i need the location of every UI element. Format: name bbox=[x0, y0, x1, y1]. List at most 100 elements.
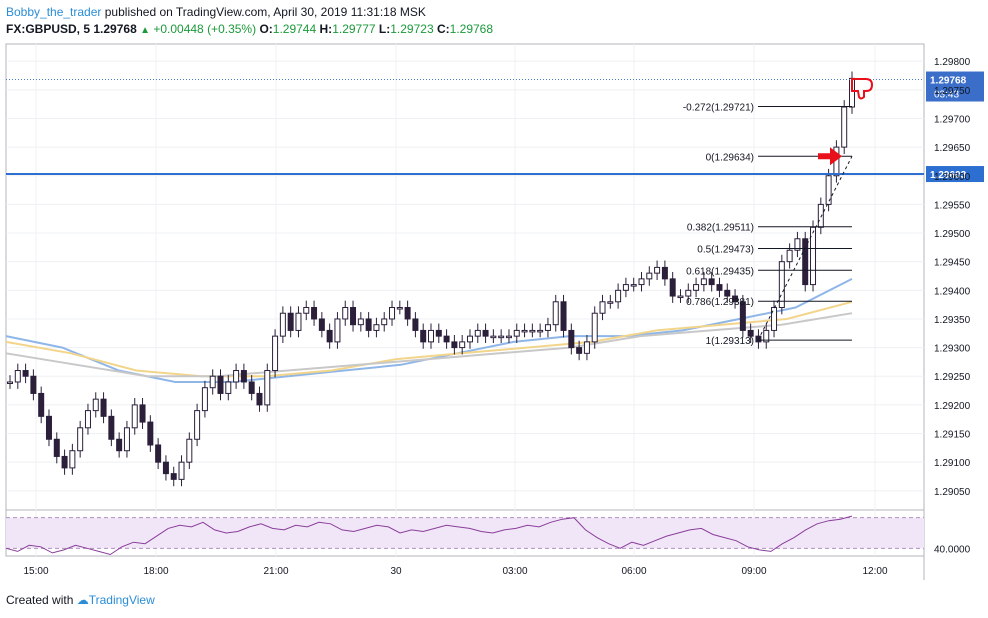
red-arrow-icon bbox=[818, 147, 842, 166]
candle-body bbox=[654, 266, 661, 274]
candle-body bbox=[77, 427, 84, 452]
candle-body bbox=[350, 307, 357, 326]
candle-body bbox=[778, 261, 785, 309]
symbol-label: FX:GBPUSD, 5 bbox=[6, 22, 91, 36]
time-tick-label: 06:00 bbox=[621, 566, 646, 577]
candle-body bbox=[638, 278, 645, 286]
price-tick-label: 1.29300 bbox=[934, 344, 971, 355]
candle-body bbox=[529, 329, 536, 333]
candle-body bbox=[84, 410, 91, 429]
price-tick-label: 1.29150 bbox=[934, 430, 971, 441]
candle-body bbox=[365, 318, 372, 331]
close-label: C: bbox=[436, 22, 450, 36]
candle-body bbox=[264, 370, 271, 406]
candle-body bbox=[817, 203, 824, 228]
ma_slow-line bbox=[5, 312, 853, 378]
author-link[interactable]: Bobby_the_trader bbox=[6, 5, 102, 19]
fib-level-label: 0.786(1.29381) bbox=[686, 297, 754, 308]
candle-body bbox=[685, 289, 692, 297]
candle-body bbox=[739, 301, 746, 331]
candle-body bbox=[295, 312, 302, 331]
candle-body bbox=[599, 301, 606, 314]
candle-body bbox=[373, 324, 380, 331]
candle-body bbox=[396, 307, 403, 310]
price-tick-label: 1.29100 bbox=[934, 458, 971, 469]
candle-body bbox=[256, 392, 263, 406]
fib-level-label: 0(1.29634) bbox=[706, 152, 754, 163]
candle-body bbox=[342, 307, 349, 320]
published-text: published on TradingView.com, April 30, … bbox=[104, 5, 426, 19]
candle-body bbox=[451, 341, 458, 349]
low-value: 1.29723 bbox=[390, 22, 434, 36]
rsi-axis-label: 40.0000 bbox=[934, 544, 971, 555]
level-price-label: 1.29603 bbox=[930, 170, 967, 181]
high-value: 1.29777 bbox=[332, 22, 376, 36]
fib-level-label: 0.618(1.29435) bbox=[686, 266, 754, 277]
candle-body bbox=[100, 398, 107, 417]
price-tick-label: 1.29750 bbox=[934, 86, 971, 97]
fib-trend-line bbox=[757, 156, 853, 341]
candle-body bbox=[311, 307, 318, 320]
candle-body bbox=[170, 473, 177, 480]
candle-body bbox=[693, 284, 700, 291]
candle-body bbox=[240, 370, 247, 383]
bar-countdown-label: 03:43 bbox=[934, 90, 959, 101]
current-price-tag bbox=[926, 71, 984, 102]
candle-body bbox=[544, 324, 551, 331]
candle-body bbox=[22, 370, 29, 377]
candle-body bbox=[786, 249, 793, 263]
close-value: 1.29768 bbox=[449, 22, 494, 36]
fib-level-label: 0.382(1.29511) bbox=[687, 223, 754, 234]
candle-body bbox=[279, 312, 286, 337]
candle-body bbox=[116, 438, 123, 452]
candle-body bbox=[615, 289, 622, 303]
candle-body bbox=[747, 329, 754, 337]
time-tick-label: 03:00 bbox=[502, 566, 527, 577]
candle-body bbox=[482, 329, 489, 337]
open-label: O: bbox=[259, 22, 273, 36]
created-with-text: Created with bbox=[6, 593, 74, 607]
candle-body bbox=[69, 450, 76, 469]
candle-body bbox=[591, 312, 598, 343]
candle-body bbox=[389, 307, 396, 320]
candle-body bbox=[334, 318, 341, 343]
tradingview-brand[interactable]: TradingView bbox=[88, 593, 155, 607]
publisher-line: Bobby_the_trader published on TradingVie… bbox=[6, 4, 493, 21]
candle-body bbox=[630, 284, 637, 287]
price-tick-label: 1.29700 bbox=[934, 114, 971, 125]
candle-body bbox=[669, 278, 676, 297]
price-tick-label: 1.29250 bbox=[934, 372, 971, 383]
rsi-band bbox=[6, 517, 924, 549]
candle-body bbox=[178, 461, 185, 480]
candle-body bbox=[841, 106, 848, 148]
candle-body bbox=[771, 307, 778, 331]
candle-body bbox=[716, 284, 723, 291]
candle-body bbox=[521, 329, 528, 333]
last-price: 1.29768 bbox=[93, 22, 137, 36]
candle-body bbox=[108, 415, 115, 440]
price-tick-label: 1.29450 bbox=[934, 258, 971, 269]
candle-body bbox=[45, 415, 52, 440]
candle-body bbox=[7, 381, 13, 384]
candle-body bbox=[209, 375, 216, 389]
candle-body bbox=[131, 404, 138, 429]
candle-body bbox=[466, 335, 473, 343]
candle-body bbox=[513, 329, 520, 337]
candle-body bbox=[646, 272, 653, 280]
low-label: L: bbox=[378, 22, 391, 36]
change-value: +0.00448 (+0.35%) bbox=[153, 22, 257, 36]
candle-body bbox=[498, 335, 505, 339]
candle-body bbox=[583, 341, 590, 354]
candle-body bbox=[186, 438, 193, 463]
candle-body bbox=[560, 301, 567, 331]
candle-body bbox=[435, 329, 442, 337]
candle-body bbox=[162, 461, 169, 475]
candle-body bbox=[381, 318, 388, 326]
ma_mid-line bbox=[5, 300, 853, 378]
ohlc-line: FX:GBPUSD, 5 1.29768 ▲ +0.00448 (+0.35%)… bbox=[6, 21, 493, 39]
candle-body bbox=[272, 335, 279, 372]
fib-level-label: -0.272(1.29721) bbox=[683, 102, 754, 113]
candle-body bbox=[155, 444, 162, 463]
candle-body bbox=[459, 341, 466, 349]
